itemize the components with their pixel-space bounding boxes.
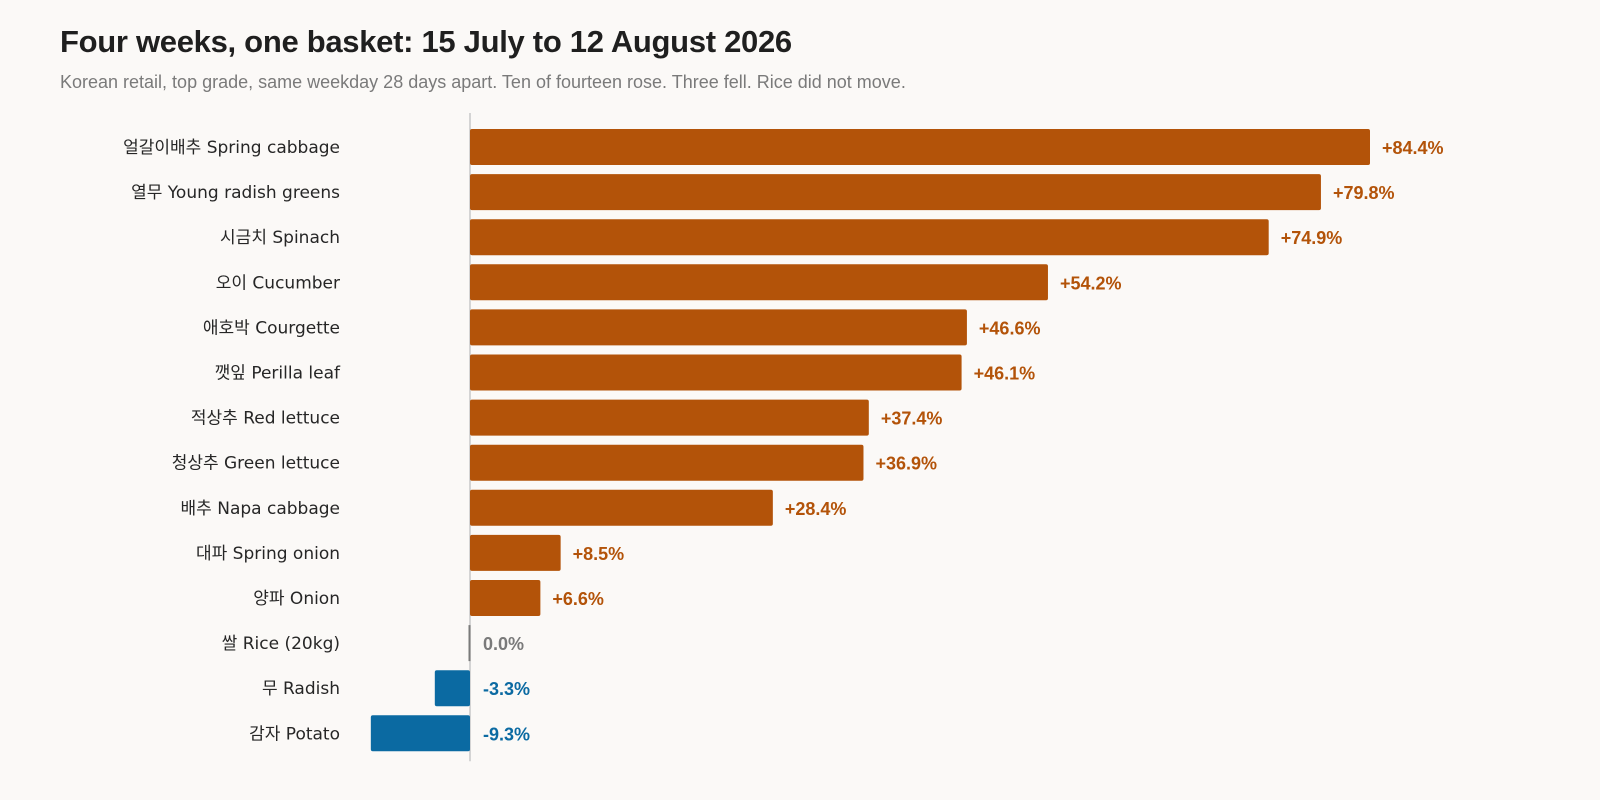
value-label: -9.3%	[483, 724, 530, 744]
bar	[470, 399, 869, 436]
category-label: 애호박 Courgette	[203, 318, 340, 338]
chart-subtitle: Korean retail, top grade, same weekday 2…	[60, 72, 906, 92]
value-label: +74.9%	[1281, 228, 1343, 248]
bar	[470, 354, 962, 391]
category-label: 대파 Spring onion	[196, 544, 340, 564]
bar	[470, 219, 1269, 256]
value-label: +37.4%	[881, 409, 943, 429]
value-label: +84.4%	[1382, 138, 1444, 158]
bar	[370, 715, 470, 752]
bar	[470, 129, 1370, 165]
bar	[434, 670, 470, 707]
category-label: 양파 Onion	[253, 589, 340, 609]
value-label: +79.8%	[1333, 183, 1395, 203]
category-label: 열무 Young radish greens	[131, 183, 340, 203]
category-label: 얼갈이배추 Spring cabbage	[123, 138, 340, 158]
value-label: 0.0%	[483, 634, 524, 654]
category-label: 시금치 Spinach	[220, 228, 340, 248]
value-label: +28.4%	[785, 499, 847, 519]
value-label: +46.6%	[979, 318, 1041, 338]
category-label: 오이 Cucumber	[216, 273, 340, 293]
bar	[470, 534, 561, 571]
category-label: 쌀 Rice (20kg)	[222, 634, 340, 654]
category-label: 감자 Potato	[249, 724, 340, 744]
value-label: +8.5%	[573, 544, 625, 564]
category-label: 깻잎 Perilla leaf	[215, 364, 341, 384]
value-label: +6.6%	[552, 589, 604, 609]
category-label: 배추 Napa cabbage	[181, 499, 340, 519]
bar	[470, 309, 967, 346]
bar	[470, 580, 541, 616]
bar	[470, 264, 1048, 301]
bar	[470, 174, 1321, 211]
value-label: +54.2%	[1060, 273, 1122, 293]
category-label: 무 Radish	[262, 679, 340, 699]
bar	[470, 444, 864, 481]
category-label: 적상추 Red lettuce	[191, 409, 340, 429]
bar	[470, 489, 773, 526]
value-label: +36.9%	[875, 454, 937, 474]
value-label: +46.1%	[974, 364, 1036, 384]
value-label: -3.3%	[483, 679, 530, 699]
bar	[468, 625, 471, 662]
category-label: 청상추 Green lettuce	[172, 454, 340, 474]
chart-title: Four weeks, one basket: 15 July to 12 Au…	[60, 24, 792, 59]
